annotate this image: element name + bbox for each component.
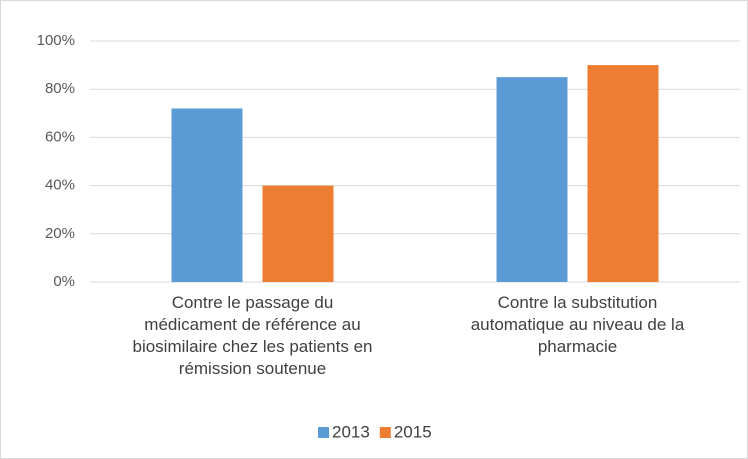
y-tick-label: 60%: [45, 128, 75, 145]
x-tick-label: Contre le passage du médicament de référ…: [132, 293, 373, 378]
legend-label: 2013: [332, 422, 370, 441]
x-tick-label: Contre la substitution automatique au ni…: [470, 293, 685, 356]
legend-label: 2015: [394, 422, 432, 441]
y-tick-label: 40%: [45, 177, 75, 194]
bar: [496, 77, 568, 283]
legend-swatch: [379, 427, 391, 438]
bar: [262, 185, 334, 282]
bar: [587, 65, 659, 282]
y-tick-label: 20%: [45, 225, 75, 242]
bar: [171, 108, 243, 282]
y-tick-label: 80%: [45, 80, 75, 97]
y-tick-label: 100%: [37, 32, 75, 49]
y-tick-label: 0%: [53, 273, 75, 290]
legend-swatch: [318, 427, 329, 438]
